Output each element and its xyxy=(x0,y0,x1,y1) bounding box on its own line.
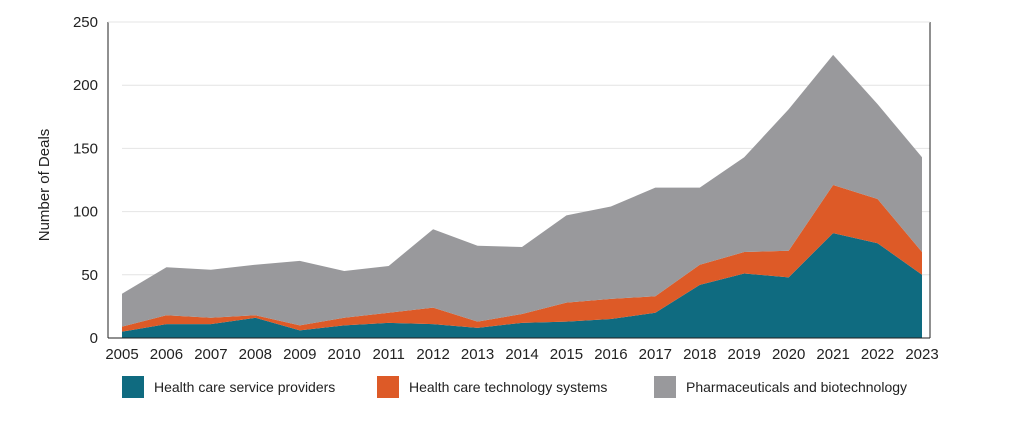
legend: Health care service providers Health care… xyxy=(122,376,907,398)
x-tick-label-2015: 2015 xyxy=(550,346,583,363)
axes xyxy=(107,21,931,339)
x-tick-label-2019: 2019 xyxy=(728,346,761,363)
x-tick-label-2005: 2005 xyxy=(105,346,138,363)
legend-item-pharmaceuticals-and-biotechnology: Pharmaceuticals and biotechnology xyxy=(654,376,907,398)
area-pharmaceuticals-and-biotechnology xyxy=(122,54,922,327)
legend-label-pharmaceuticals-and-biotechnology: Pharmaceuticals and biotechnology xyxy=(686,379,907,395)
legend-item-health-care-service-providers: Health care service providers xyxy=(122,376,335,398)
legend-swatch-health-care-service-providers xyxy=(122,376,144,398)
y-tick-label-100: 100 xyxy=(73,204,98,221)
x-tick-label-2009: 2009 xyxy=(283,346,316,363)
y-tick-label-0: 0 xyxy=(90,330,98,347)
x-tick-label-2011: 2011 xyxy=(373,346,405,363)
x-tick-label-2023: 2023 xyxy=(905,346,938,363)
legend-label-health-care-service-providers: Health care service providers xyxy=(154,379,335,395)
x-tick-label-2017: 2017 xyxy=(639,346,672,363)
legend-item-health-care-technology-systems: Health care technology systems xyxy=(377,376,607,398)
x-tick-label-2006: 2006 xyxy=(150,346,183,363)
area-series xyxy=(122,54,922,338)
y-tick-label-250: 250 xyxy=(73,14,98,31)
x-tick-label-2021: 2021 xyxy=(816,346,849,363)
x-tick-label-2016: 2016 xyxy=(594,346,627,363)
x-tick-label-2022: 2022 xyxy=(861,346,894,363)
x-tick-label-2014: 2014 xyxy=(505,346,538,363)
y-axis-label: Number of Deals xyxy=(36,129,53,242)
area-health-care-service-providers xyxy=(122,233,922,338)
y-tick-labels: 0 50 100 150 200 250 xyxy=(73,14,98,347)
y-tick-label-200: 200 xyxy=(73,77,98,94)
x-tick-label-2020: 2020 xyxy=(772,346,805,363)
legend-label-health-care-technology-systems: Health care technology systems xyxy=(409,379,607,395)
y-tick-label-50: 50 xyxy=(81,267,98,284)
x-tick-label-2010: 2010 xyxy=(328,346,361,363)
legend-swatch-pharmaceuticals-and-biotechnology xyxy=(654,376,676,398)
x-tick-label-2012: 2012 xyxy=(416,346,449,363)
x-tick-label-2008: 2008 xyxy=(239,346,272,363)
y-tick-label-150: 150 xyxy=(73,140,98,157)
x-tick-label-2007: 2007 xyxy=(194,346,227,363)
area-health-care-technology-systems xyxy=(122,185,922,332)
x-tick-labels: 2005 2006 2007 2008 2009 2010 2011 2012 2013 2014… xyxy=(105,346,938,363)
legend-swatch-health-care-technology-systems xyxy=(377,376,399,398)
x-tick-label-2018: 2018 xyxy=(683,346,716,363)
x-tick-label-2013: 2013 xyxy=(461,346,494,363)
